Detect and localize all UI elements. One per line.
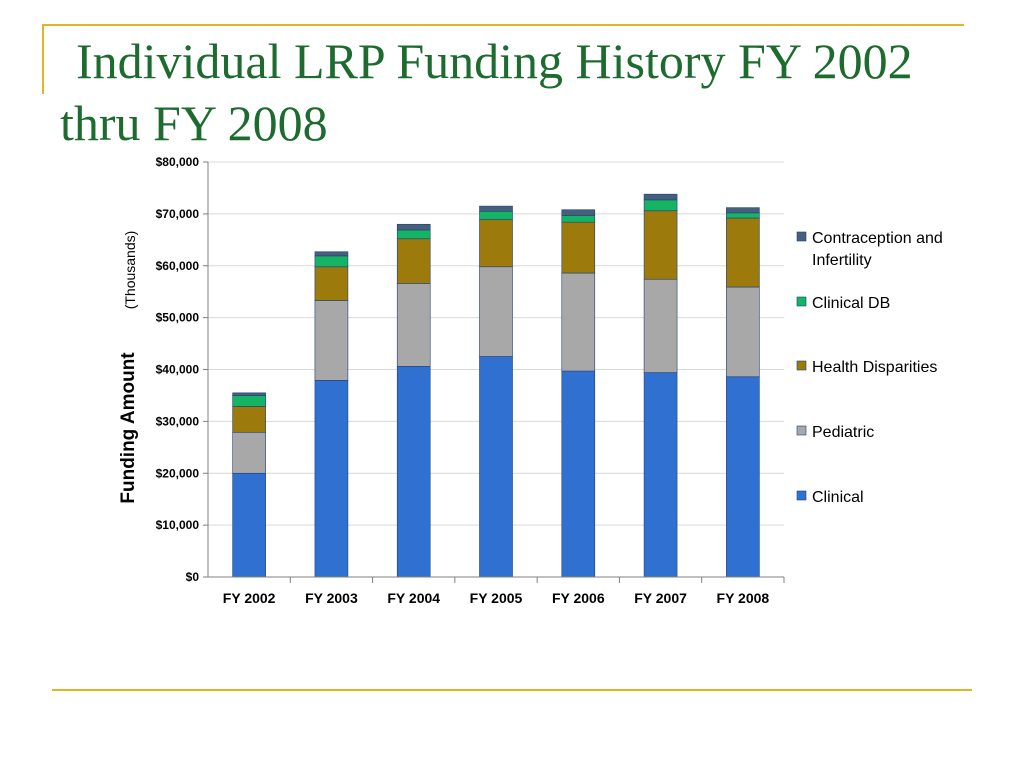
legend-label: Contraception and Infertility [812,230,943,269]
legend-entry: Clinical [796,489,864,506]
x-category-label: FY 2006 [552,590,605,606]
x-category-label: FY 2005 [470,590,523,606]
legend-swatch [796,490,807,501]
legend-label: Clinical DB [812,295,890,312]
bar-segment [396,238,431,284]
top-rule [42,24,964,26]
bar-segment [232,392,266,396]
bar-segment [643,199,678,212]
x-category-label: FY 2002 [223,590,276,606]
bar-segment [314,266,349,301]
bar-segment [561,209,596,216]
bar-segment [561,272,596,372]
y-tick-label: $0 [186,570,200,584]
x-category-label: FY 2004 [387,590,440,606]
legend-entry: Clinical DB [796,295,890,312]
bar-segment [396,283,431,367]
bar-segment [479,266,513,357]
bar-segment [232,406,266,433]
y-axis-title: Funding Amount [118,352,139,504]
bar-segment [726,212,760,219]
left-rule [42,24,44,94]
bar-segment [396,229,431,240]
bars [232,193,760,578]
bar-segment [479,356,513,578]
bar-segment [643,278,678,373]
y-tick-labels: $0 $10,000 $20,000 $30,000 $40,000 $50,000 $60… [156,155,200,584]
y-axis-unit: (Thousands) [122,231,138,310]
bar-segment [232,472,266,578]
bar-segment [314,251,349,257]
legend-entry: Contraception and Infertility [796,230,943,269]
legend-swatch [796,231,807,242]
legend: Contraception and Infertility Clinical DB H… [796,230,943,506]
legend-swatch [796,360,807,371]
y-tick-label: $60,000 [156,259,200,273]
y-tick-label: $80,000 [156,155,200,169]
bar-segment [232,431,266,474]
bar-segment [232,395,266,407]
axes [207,162,785,583]
bar-segment [643,193,678,201]
legend-entry: Health Disparities [796,359,937,376]
bar-segment [396,366,431,578]
y-tick-label: $40,000 [156,363,200,377]
y-tick-label: $70,000 [156,207,200,221]
bar-segment [643,210,678,280]
bar-segment [726,376,760,578]
legend-swatch [796,296,807,307]
legend-entry: Pediatric [796,424,874,441]
x-category-labels: FY 2002 FY 2003 FY 2004 FY 2005 FY 2006 FY 20… [223,590,770,606]
y-tick-label: $10,000 [156,518,200,532]
bar-segment [314,300,349,381]
bar-segment [726,217,760,288]
bar-segment [314,255,349,268]
y-tick-label: $50,000 [156,311,200,325]
bar-segment [396,223,431,231]
bar-segment [726,286,760,378]
bar-segment [479,205,513,212]
y-tick-label: $30,000 [156,414,200,428]
legend-label: Clinical [812,489,864,506]
bar-segment [314,380,349,578]
bar-segment [726,207,760,214]
x-category-label: FY 2008 [717,590,770,606]
legend-label: Health Disparities [812,359,937,376]
legend-label: Pediatric [812,424,874,441]
bar-segment [479,219,513,268]
y-tick-label: $20,000 [156,466,200,480]
bar-segment [561,370,596,578]
bar-segment [561,215,596,223]
bottom-rule [52,689,972,691]
bar-segment [643,372,678,578]
bar-segment [561,221,596,274]
x-category-label: FY 2007 [634,590,687,606]
x-category-label: FY 2003 [305,590,358,606]
bar-segment [479,210,513,220]
slide-title: Individual LRP Funding History FY 2002 t… [60,33,913,151]
legend-swatch [796,425,807,436]
